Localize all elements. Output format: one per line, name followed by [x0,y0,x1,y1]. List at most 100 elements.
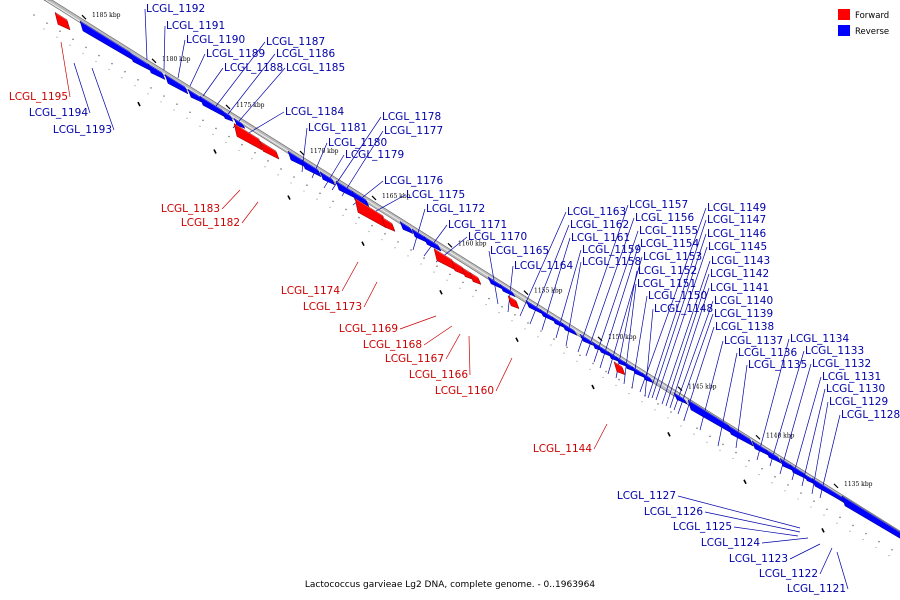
gene-label[interactable]: LCGL_1127 [617,490,676,502]
gene-label[interactable]: LCGL_1147 [707,214,766,226]
position-dot [774,476,776,478]
gene-label[interactable]: LCGL_1156 [635,212,694,224]
gene-label[interactable]: LCGL_1125 [673,521,732,533]
gene-label[interactable]: LCGL_1177 [384,125,443,137]
gene-leader-line [733,526,799,537]
gene-block-shine [234,123,261,142]
position-dot [212,133,214,135]
gene-label[interactable]: LCGL_1137 [724,335,783,347]
gene-leader-line [232,67,286,129]
gene-label[interactable]: LCGL_1174 [281,285,340,297]
gene-label[interactable]: LCGL_1159 [582,244,641,256]
position-dot [163,95,165,97]
position-dot [576,360,578,362]
gene-label[interactable]: LCGL_1160 [435,385,494,397]
gene-label[interactable]: LCGL_1141 [710,282,769,294]
gene-label[interactable]: LCGL_1132 [812,358,871,370]
position-mark [667,432,671,437]
gene-label[interactable]: LCGL_1192 [146,3,205,15]
gene-leader-line [677,495,801,529]
position-mark [591,384,595,390]
gene-label[interactable]: LCGL_1185 [286,62,345,74]
gene-label[interactable]: LCGL_1149 [707,202,766,214]
gene-label[interactable]: LCGL_1176 [384,175,443,187]
gene-label[interactable]: LCGL_1170 [468,231,527,243]
gene-label[interactable]: LCGL_1152 [638,265,697,277]
gene-label[interactable]: LCGL_1122 [759,568,818,580]
gene-label[interactable]: LCGL_1143 [711,255,770,267]
gene-label[interactable]: LCGL_1139 [714,308,773,320]
gene-leader-line [677,313,714,415]
gene-label[interactable]: LCGL_1183 [161,203,220,215]
gene-label[interactable]: LCGL_1186 [276,48,335,60]
gene-label[interactable]: LCGL_1191 [166,20,225,32]
gene-label[interactable]: LCGL_1188 [224,62,283,74]
gene-label[interactable]: LCGL_1142 [710,268,769,280]
gene-label[interactable]: LCGL_1140 [714,295,773,307]
legend-forward-swatch [838,9,850,20]
gene-label[interactable]: LCGL_1189 [206,48,265,60]
gene-label[interactable]: LCGL_1171 [448,219,507,231]
gene-label[interactable]: LCGL_1165 [490,245,549,257]
gene-label[interactable]: LCGL_1180 [328,137,387,149]
gene-label[interactable]: LCGL_1161 [571,232,630,244]
gene-label[interactable]: LCGL_1195 [9,91,68,103]
gene-label[interactable]: LCGL_1172 [426,203,485,215]
gene-block-shine [234,118,244,126]
gene-label[interactable]: LCGL_1182 [181,217,240,229]
gene-label[interactable]: LCGL_1136 [738,347,797,359]
gene-label[interactable]: LCGL_1134 [790,333,849,345]
gene-label[interactable]: LCGL_1150 [648,290,707,302]
gene-label[interactable]: LCGL_1151 [637,278,696,290]
gene-label[interactable]: LCGL_1167 [385,353,444,365]
gene-label[interactable]: LCGL_1190 [186,34,245,46]
gene-label[interactable]: LCGL_1158 [582,256,641,268]
gene-label[interactable]: LCGL_1131 [822,371,881,383]
gene-label[interactable]: LCGL_1169 [339,323,398,335]
gene-label[interactable]: LCGL_1173 [303,301,362,313]
gene-label[interactable]: LCGL_1193 [53,124,112,136]
gene-label[interactable]: LCGL_1155 [639,225,698,237]
gene-label[interactable]: LCGL_1128 [841,409,900,421]
gene-label[interactable]: LCGL_1124 [701,537,760,549]
gene-label[interactable]: LCGL_1157 [629,199,688,211]
position-dot [797,498,799,500]
gene-label[interactable]: LCGL_1126 [644,506,703,518]
legend: Forward Reverse [838,9,889,37]
gene-label[interactable]: LCGL_1123 [729,553,788,565]
gene-leader-line [341,130,384,197]
gene-label[interactable]: LCGL_1178 [382,111,441,123]
gene-label[interactable]: LCGL_1175 [406,189,465,201]
position-dot [277,174,279,176]
gene-label[interactable]: LCGL_1166 [409,369,468,381]
gene-block [381,216,396,232]
gene-label[interactable]: LCGL_1184 [285,106,344,118]
position-dot [501,305,503,308]
gene-label[interactable]: LCGL_1144 [533,443,592,455]
gene-label[interactable]: LCGL_1194 [29,107,88,119]
gene-leader-line [836,551,849,590]
gene-label[interactable]: LCGL_1148 [654,303,713,315]
gene-leader-line [423,224,448,257]
gene-label[interactable]: LCGL_1163 [567,206,626,218]
gene-label[interactable]: LCGL_1129 [829,396,888,408]
gene-label[interactable]: LCGL_1138 [715,321,774,333]
gene-label[interactable]: LCGL_1135 [748,359,807,371]
gene-label[interactable]: LCGL_1146 [707,228,766,240]
gene-label[interactable]: LCGL_1154 [640,238,699,250]
gene-label[interactable]: LCGL_1162 [570,219,629,231]
gene-label[interactable]: LCGL_1168 [363,339,422,351]
gene-label[interactable]: LCGL_1181 [308,122,367,134]
position-dot [875,546,877,549]
gene-label[interactable]: LCGL_1121 [787,583,846,595]
gene-label[interactable]: LCGL_1187 [266,36,325,48]
gene-label[interactable]: LCGL_1130 [826,383,885,395]
position-dot [176,103,178,105]
gene-label[interactable]: LCGL_1133 [805,345,864,357]
position-dot [199,125,201,127]
gene-label[interactable]: LCGL_1145 [708,241,767,253]
gene-block-shine [470,272,480,280]
gene-label[interactable]: LCGL_1164 [514,260,573,272]
gene-label[interactable]: LCGL_1153 [643,251,702,263]
gene-label[interactable]: LCGL_1179 [345,149,404,161]
